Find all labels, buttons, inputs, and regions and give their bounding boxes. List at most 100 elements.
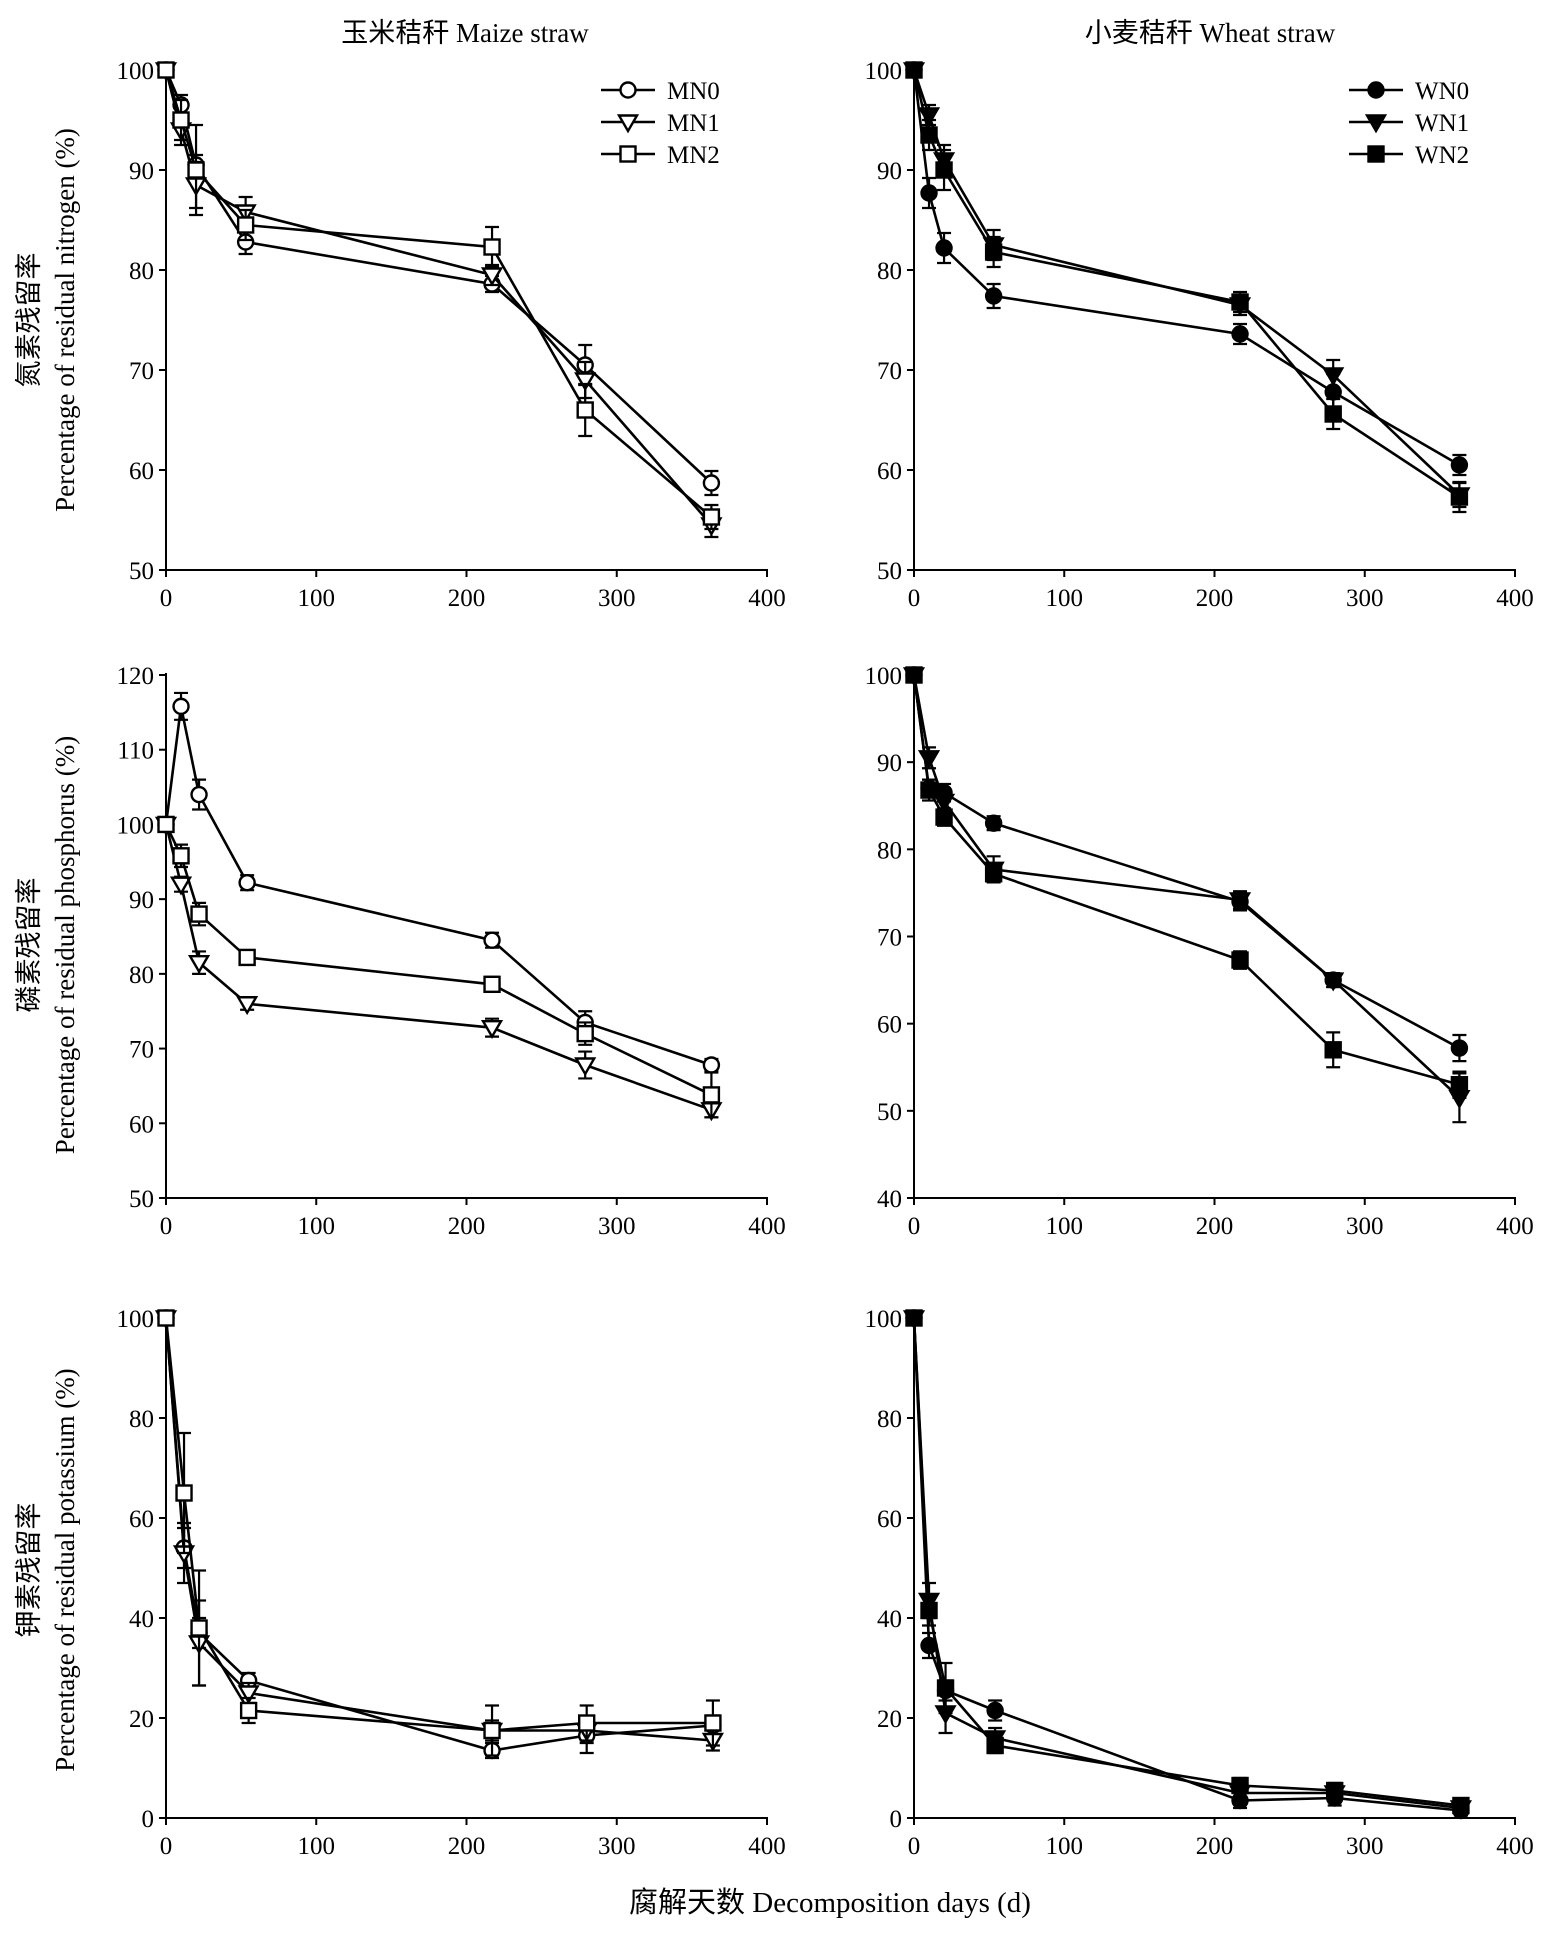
y-tick-label: 90 xyxy=(129,158,154,185)
column-title-maize: 玉米秸秆 Maize straw xyxy=(341,18,589,48)
data-point xyxy=(1322,367,1345,387)
series-circle xyxy=(157,691,721,1074)
y-tick-label: 120 xyxy=(117,663,155,690)
series-triangle-down xyxy=(154,1310,724,1752)
data-point xyxy=(483,238,501,256)
x-tick-label: 400 xyxy=(748,1833,786,1860)
y-tick-label: 60 xyxy=(129,458,154,485)
data-point xyxy=(169,876,193,896)
panel-maize-potassium: 0 20 40 60 80 100 0 100 200 300 400 xyxy=(117,1306,786,1860)
x-tick-label: 200 xyxy=(448,585,486,612)
data-point xyxy=(190,905,208,923)
legend-marker xyxy=(619,145,637,163)
data-point xyxy=(986,1701,1004,1720)
data-point xyxy=(1324,1041,1342,1059)
y-tick-label: 20 xyxy=(877,1706,902,1733)
y-tick-label: 80 xyxy=(877,1406,902,1433)
series-line xyxy=(912,674,1461,1099)
data-point xyxy=(905,666,923,684)
series-line xyxy=(164,824,712,1112)
series-circle xyxy=(157,61,721,497)
y-tick-label: 70 xyxy=(129,1037,154,1064)
y-tick-label: 80 xyxy=(129,1406,154,1433)
x-tick-label: 200 xyxy=(448,1213,486,1240)
x-tick-label: 0 xyxy=(160,585,173,612)
x-tick-label: 400 xyxy=(748,1213,786,1240)
ylabel-phosphorus-en: Percentage of residual phosphorus (%) xyxy=(50,736,80,1154)
ylabel-potassium-en: Percentage of residual potassium (%) xyxy=(50,1368,80,1771)
ylabel-phosphorus-cn: 磷素残留率 xyxy=(14,878,44,1013)
y-tick-label: 100 xyxy=(865,663,903,690)
series-line xyxy=(164,69,713,484)
y-tick-label: 100 xyxy=(117,58,155,85)
y-tick-label: 60 xyxy=(129,1506,154,1533)
y-tick-label: 90 xyxy=(129,887,154,914)
y-tick-label: 70 xyxy=(877,358,902,385)
series-square xyxy=(905,61,1469,514)
data-point xyxy=(236,216,255,234)
x-tick-label: 100 xyxy=(1046,585,1084,612)
data-point xyxy=(1450,488,1469,506)
data-point xyxy=(920,781,938,799)
y-tick-label: 100 xyxy=(865,58,903,85)
data-point xyxy=(1452,1796,1470,1815)
x-tick-label: 100 xyxy=(1046,1833,1084,1860)
data-point xyxy=(1450,456,1469,474)
panel-wheat-nitrogen: 50 60 70 80 90 100 0 100 200 300 400 WN0 WN1 WN2 xyxy=(865,58,1534,612)
y-tick-label: 70 xyxy=(129,358,154,385)
legend-label: MN2 xyxy=(667,142,720,169)
x-tick-label: 0 xyxy=(908,1833,921,1860)
data-point xyxy=(480,1019,504,1040)
legend: WN0 WN1 WN2 xyxy=(1349,78,1469,169)
data-point xyxy=(986,1736,1004,1755)
data-point xyxy=(936,1679,955,1697)
data-point xyxy=(157,815,175,834)
series-line xyxy=(912,69,1461,496)
x-tick-label: 200 xyxy=(448,1833,486,1860)
series-square xyxy=(905,1309,1470,1815)
series-square xyxy=(905,666,1469,1099)
data-point xyxy=(920,126,938,144)
y-tick-label: 20 xyxy=(129,1706,154,1733)
ylabel-potassium-cn: 钾素残留率 xyxy=(14,1503,44,1638)
legend-marker xyxy=(1367,81,1385,99)
y-tick-label: 80 xyxy=(129,962,154,989)
x-tick-label: 0 xyxy=(908,585,921,612)
legend-label: WN0 xyxy=(1415,78,1469,105)
data-point xyxy=(190,785,208,804)
x-tick-label: 0 xyxy=(908,1213,921,1240)
y-tick-label: 100 xyxy=(117,812,155,839)
y-tick-label: 0 xyxy=(890,1806,903,1833)
series-line xyxy=(912,674,1461,1050)
y-tick-label: 50 xyxy=(129,558,154,585)
data-point xyxy=(917,750,941,770)
data-point xyxy=(1325,1781,1344,1800)
x-tick-label: 300 xyxy=(1346,1833,1384,1860)
x-tick-label: 0 xyxy=(160,1833,173,1860)
data-point xyxy=(984,865,1003,883)
data-point xyxy=(238,948,256,967)
y-tick-label: 40 xyxy=(877,1186,902,1213)
x-tick-label: 400 xyxy=(1496,585,1534,612)
legend-marker xyxy=(1367,145,1385,163)
data-point xyxy=(1324,405,1342,423)
data-point xyxy=(483,931,501,949)
data-point xyxy=(576,1024,594,1043)
data-point xyxy=(1231,325,1249,343)
legend-label: MN0 xyxy=(667,78,720,105)
data-point xyxy=(935,161,953,179)
series-square xyxy=(157,815,721,1119)
x-tick-label: 200 xyxy=(1196,585,1234,612)
data-point xyxy=(702,1056,721,1074)
data-point xyxy=(984,243,1003,261)
y-tick-label: 80 xyxy=(877,258,902,285)
data-point xyxy=(920,184,938,202)
series-square xyxy=(157,61,721,531)
legend-marker xyxy=(1364,114,1388,134)
panel-wheat-potassium: 0 20 40 60 80 100 0 100 200 300 400 xyxy=(865,1306,1534,1860)
data-point xyxy=(984,287,1003,305)
data-point xyxy=(1231,1776,1249,1795)
x-tick-label: 300 xyxy=(1346,1213,1384,1240)
y-tick-label: 50 xyxy=(877,558,902,585)
